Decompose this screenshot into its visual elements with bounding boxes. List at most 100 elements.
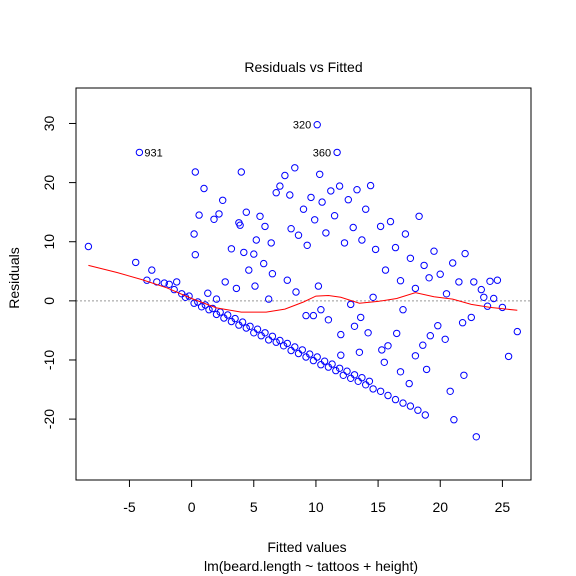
residual-point: [204, 289, 212, 297]
residual-point: [84, 242, 93, 251]
y-tick-label: 0: [41, 297, 57, 305]
residual-point: [366, 181, 375, 190]
residual-point: [314, 282, 323, 290]
residual-point: [396, 368, 405, 376]
chart-title: Residuals vs Fitted: [244, 59, 362, 75]
residual-point: [252, 236, 260, 244]
residual-point: [498, 303, 507, 312]
residual-point: [294, 231, 303, 239]
residual-point: [399, 306, 407, 314]
residual-point: [354, 377, 362, 385]
x-tick-label: 20: [432, 499, 448, 515]
residual-point: [205, 306, 213, 314]
residual-point: [362, 205, 370, 213]
residual-point: [330, 212, 339, 220]
residual-point: [350, 371, 359, 379]
residual-point: [480, 293, 488, 301]
residual-point: [242, 208, 251, 216]
residual-point: [292, 288, 300, 296]
residual-point: [281, 171, 289, 180]
residual-point: [369, 385, 377, 393]
residual-point: [212, 310, 221, 319]
residual-point: [303, 241, 311, 250]
residual-point: [148, 266, 156, 274]
residual-point: [486, 277, 494, 285]
residual-point: [246, 322, 254, 330]
residual-point: [358, 236, 366, 244]
residual-point: [153, 278, 161, 286]
smoothing-line: [88, 264, 518, 313]
residual-point: [132, 258, 140, 267]
residual-point: [307, 193, 315, 202]
residual-point: [235, 219, 243, 227]
residual-point: [242, 324, 251, 332]
residual-point: [426, 332, 434, 340]
residual-point: [350, 322, 359, 330]
residual-point: [414, 406, 422, 414]
residual-point: [378, 346, 386, 354]
residual-point: [320, 357, 329, 365]
residual-point: [261, 329, 269, 337]
y-tick-label: 30: [41, 115, 57, 131]
residual-point: [458, 319, 467, 327]
residual-point: [421, 411, 429, 419]
residual-point: [470, 278, 478, 286]
y-axis: -20 -10 0 10 20 30: [41, 115, 77, 429]
residual-point: [232, 284, 241, 293]
residual-point: [386, 217, 395, 226]
residual-point: [200, 184, 208, 193]
residual-point: [215, 210, 223, 218]
residual-point: [347, 300, 355, 309]
residual-point: [327, 187, 335, 195]
residual-point: [467, 313, 475, 322]
residual-point: [328, 360, 336, 368]
residual-point: [283, 276, 291, 284]
residual-point: [513, 327, 521, 336]
residual-point: [294, 349, 303, 358]
residual-point: [376, 387, 385, 395]
residual-point: [316, 170, 324, 179]
residual-point: [190, 299, 198, 307]
residual-point: [335, 364, 344, 372]
residual-point: [256, 212, 264, 221]
residual-point: [357, 313, 365, 322]
residual-point: [401, 230, 410, 238]
residual-point: [337, 330, 345, 339]
residual-point: [384, 342, 392, 350]
residual-point: [272, 189, 280, 197]
residual-point: [311, 216, 319, 224]
residual-point: [231, 314, 239, 323]
residual-point: [267, 239, 275, 247]
x-tick-label: 10: [308, 499, 324, 515]
residual-point: [436, 270, 444, 278]
residual-point: [238, 318, 247, 326]
residual-point: [411, 352, 420, 360]
residual-point: [415, 212, 423, 221]
residual-point: [405, 379, 413, 388]
labeled-residual-point: [313, 121, 321, 129]
residual-point: [449, 259, 457, 267]
residual-point: [317, 361, 325, 369]
residual-point: [195, 211, 203, 219]
residual-point: [299, 205, 308, 213]
residual-point: [276, 182, 284, 190]
residual-point: [165, 280, 173, 288]
residual-point: [399, 399, 407, 407]
residual-point: [322, 229, 330, 237]
residual-point: [393, 329, 401, 338]
residual-point: [344, 196, 352, 204]
residual-point: [340, 239, 349, 247]
residual-point: [335, 182, 344, 190]
residual-point: [446, 387, 454, 395]
residual-point: [268, 270, 277, 278]
residual-point: [430, 247, 438, 255]
residual-point: [369, 293, 377, 301]
x-tick-label: 0: [188, 499, 196, 515]
residual-point: [298, 346, 306, 354]
residual-point: [425, 274, 433, 282]
residual-point: [237, 168, 246, 176]
x-tick-label: -5: [123, 499, 136, 515]
residual-point: [210, 215, 218, 224]
x-axis-label: Fitted values: [267, 539, 346, 555]
residual-point: [197, 303, 206, 311]
